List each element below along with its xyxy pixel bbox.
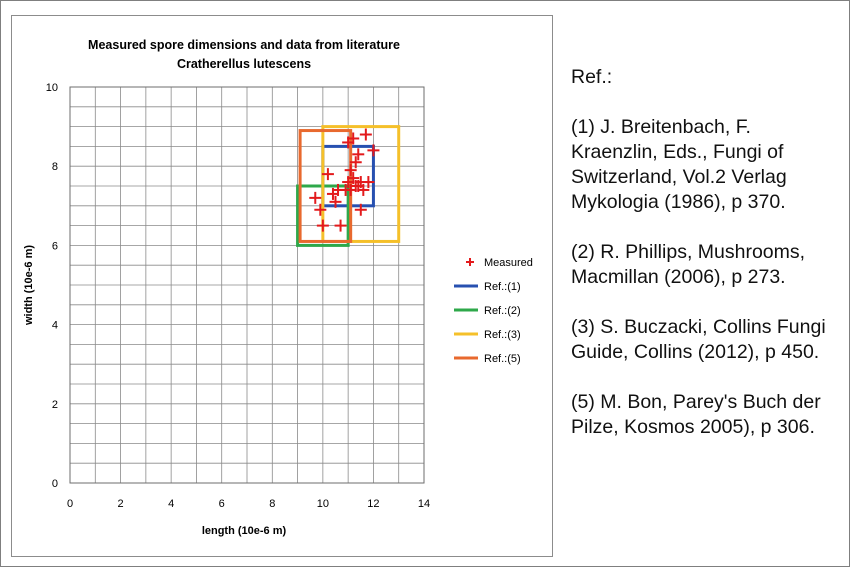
grid [69, 86, 425, 484]
measured-point [359, 128, 372, 141]
legend-item: Measured [466, 257, 533, 269]
legend-label: Measured [484, 257, 533, 269]
y-axis-label: width (10e-6 m) [23, 245, 35, 326]
x-tick-label: 6 [219, 498, 225, 510]
references-panel: Ref.: (1) J. Breitenbach, F. Kraenzlin, … [571, 65, 841, 465]
tick-labels: 0 2 4 6 8 10 12 14 0 2 4 6 8 10 [46, 82, 430, 510]
measured-point [352, 148, 365, 161]
chart-area: Measured spore dimensions and data from … [11, 15, 553, 557]
y-tick-label: 0 [52, 478, 58, 490]
measured-point [367, 144, 380, 157]
legend: Measured Ref.:(1) Ref.:(2) Ref.:(3) Ref.:(5) [454, 257, 533, 365]
measured-point [354, 203, 367, 216]
measured-point [347, 172, 360, 185]
chart-subtitle: Cratherellus lutescens [177, 57, 311, 71]
measured-point [347, 132, 360, 145]
x-tick-label: 4 [168, 498, 174, 510]
plot-border [69, 86, 425, 484]
reference-item-5: (5) M. Bon, Parey's Buch der Pilze, Kosm… [571, 391, 821, 438]
references-title: Ref.: [571, 66, 613, 88]
y-tick-label: 4 [52, 320, 58, 332]
reference-boxes [296, 125, 401, 247]
legend-item: Ref.:(2) [454, 305, 521, 317]
x-tick-label: 12 [367, 498, 379, 510]
y-tick-label: 8 [52, 161, 58, 173]
x-tick-label: 2 [118, 498, 124, 510]
scatter-chart: Measured spore dimensions and data from … [23, 38, 533, 537]
y-tick-label: 2 [52, 399, 58, 411]
measured-point [329, 195, 342, 208]
legend-item: Ref.:(3) [454, 329, 521, 341]
chart-title: Measured spore dimensions and data from … [88, 38, 400, 52]
y-tick-label: 6 [52, 240, 58, 252]
legend-item: Ref.:(5) [454, 353, 521, 365]
measured-point [334, 219, 347, 232]
legend-label: Ref.:(3) [484, 329, 521, 341]
x-tick-label: 10 [317, 498, 329, 510]
measured-point [309, 191, 322, 204]
reference-item-1: (1) J. Breitenbach, F. Kraenzlin, Eds., … [571, 116, 787, 213]
legend-label: Ref.:(5) [484, 353, 521, 365]
legend-label: Ref.:(2) [484, 305, 521, 317]
measured-point [314, 203, 327, 216]
legend-label: Ref.:(1) [484, 281, 521, 293]
y-tick-label: 10 [46, 82, 58, 94]
measured-points [309, 128, 380, 232]
measured-point [362, 176, 375, 189]
reference-item-2: (2) R. Phillips, Mushrooms, Macmillan (2… [571, 241, 806, 288]
x-tick-label: 0 [67, 498, 73, 510]
legend-item: Ref.:(1) [454, 281, 521, 293]
measured-point [321, 168, 334, 181]
measured-point [316, 219, 329, 232]
reference-box-3 [321, 125, 401, 243]
measured-point [344, 164, 357, 177]
measured-point [349, 156, 362, 169]
reference-item-3: (3) S. Buczacki, Collins Fungi Guide, Co… [571, 316, 826, 363]
x-tick-label: 8 [269, 498, 275, 510]
x-tick-label: 14 [418, 498, 430, 510]
x-axis-label: length (10e-6 m) [202, 525, 287, 537]
measured-point [357, 183, 370, 196]
